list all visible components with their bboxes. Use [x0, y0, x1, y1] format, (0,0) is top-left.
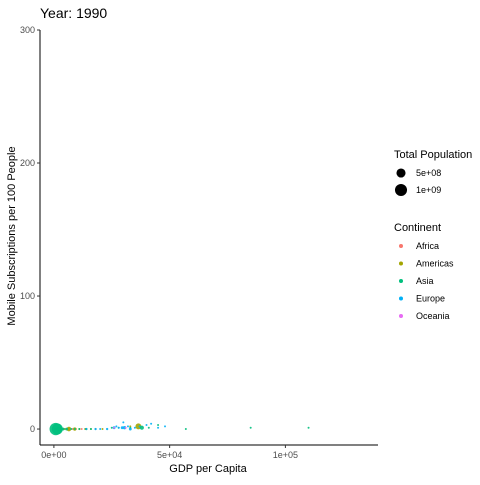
color-legend-label: Asia — [416, 276, 434, 286]
data-point — [85, 428, 88, 431]
size-legend: Total Population 5e+08 1e+09 — [394, 149, 472, 197]
data-point — [124, 426, 127, 429]
data-point — [70, 428, 73, 431]
data-point — [184, 428, 187, 431]
series-oceania — [113, 426, 127, 429]
data-point — [157, 426, 160, 429]
data-point — [89, 428, 92, 431]
data-point — [115, 425, 118, 428]
data-point — [139, 425, 144, 430]
color-legend-key — [399, 244, 403, 248]
data-point — [110, 426, 113, 429]
data-point — [66, 426, 72, 432]
data-point — [150, 422, 153, 425]
color-legend-key — [399, 296, 403, 301]
x-tick-label: 0e+00 — [41, 450, 66, 460]
x-axis-title: GDP per Capita — [169, 463, 247, 475]
points-layer — [49, 421, 310, 436]
data-point — [157, 424, 160, 427]
y-tick-label: 200 — [20, 158, 35, 168]
data-point — [307, 426, 310, 429]
data-point — [65, 427, 69, 431]
data-point — [101, 428, 104, 431]
color-legend-key — [399, 314, 403, 318]
data-point — [164, 425, 167, 428]
x-tick-label: 5e+04 — [157, 450, 182, 460]
color-legend-label: Africa — [416, 241, 439, 251]
data-point — [99, 428, 102, 431]
color-legend-label: Oceania — [416, 311, 450, 321]
y-tick-label: 100 — [20, 291, 35, 301]
color-legend: Continent Africa Americas Asia Europe Oceani… — [394, 222, 454, 321]
size-legend-title: Total Population — [394, 149, 472, 161]
color-legend-title: Continent — [394, 222, 441, 234]
data-point — [249, 426, 252, 429]
y-tick-label: 0 — [30, 424, 35, 434]
size-legend-key — [394, 183, 408, 197]
color-legend-key — [399, 261, 403, 266]
size-legend-key — [396, 168, 406, 178]
data-point — [113, 426, 116, 429]
data-point — [122, 421, 125, 424]
data-point — [58, 427, 63, 431]
y-axis-title: Mobile Subscriptions per 100 People — [6, 146, 18, 325]
color-legend-label: Americas — [416, 259, 454, 269]
x-axis-ticks: 0e+00 5e+04 1e+05 — [41, 445, 298, 460]
data-point — [120, 426, 124, 430]
chart-title: Year: 1990 — [40, 5, 107, 21]
data-point — [117, 426, 120, 429]
color-legend-key — [399, 279, 403, 283]
size-legend-label: 5e+08 — [416, 168, 441, 178]
series-europe — [85, 421, 167, 431]
data-point — [61, 427, 65, 431]
series-americas — [58, 423, 142, 432]
y-axis-ticks: 0 100 200 300 — [20, 25, 40, 434]
data-point — [126, 425, 129, 428]
data-point — [105, 427, 109, 431]
y-tick-label: 300 — [20, 25, 35, 35]
x-tick-label: 1e+05 — [273, 450, 298, 460]
data-point — [94, 427, 97, 431]
data-point — [138, 425, 141, 428]
data-point — [145, 424, 148, 427]
series-asia — [49, 422, 310, 436]
data-point — [133, 426, 136, 429]
size-legend-label: 1e+09 — [416, 185, 441, 195]
color-legend-label: Europe — [416, 294, 445, 304]
data-point — [147, 426, 150, 429]
data-point — [80, 428, 83, 431]
data-point — [78, 428, 81, 431]
data-point — [128, 427, 132, 431]
data-point — [73, 428, 76, 431]
